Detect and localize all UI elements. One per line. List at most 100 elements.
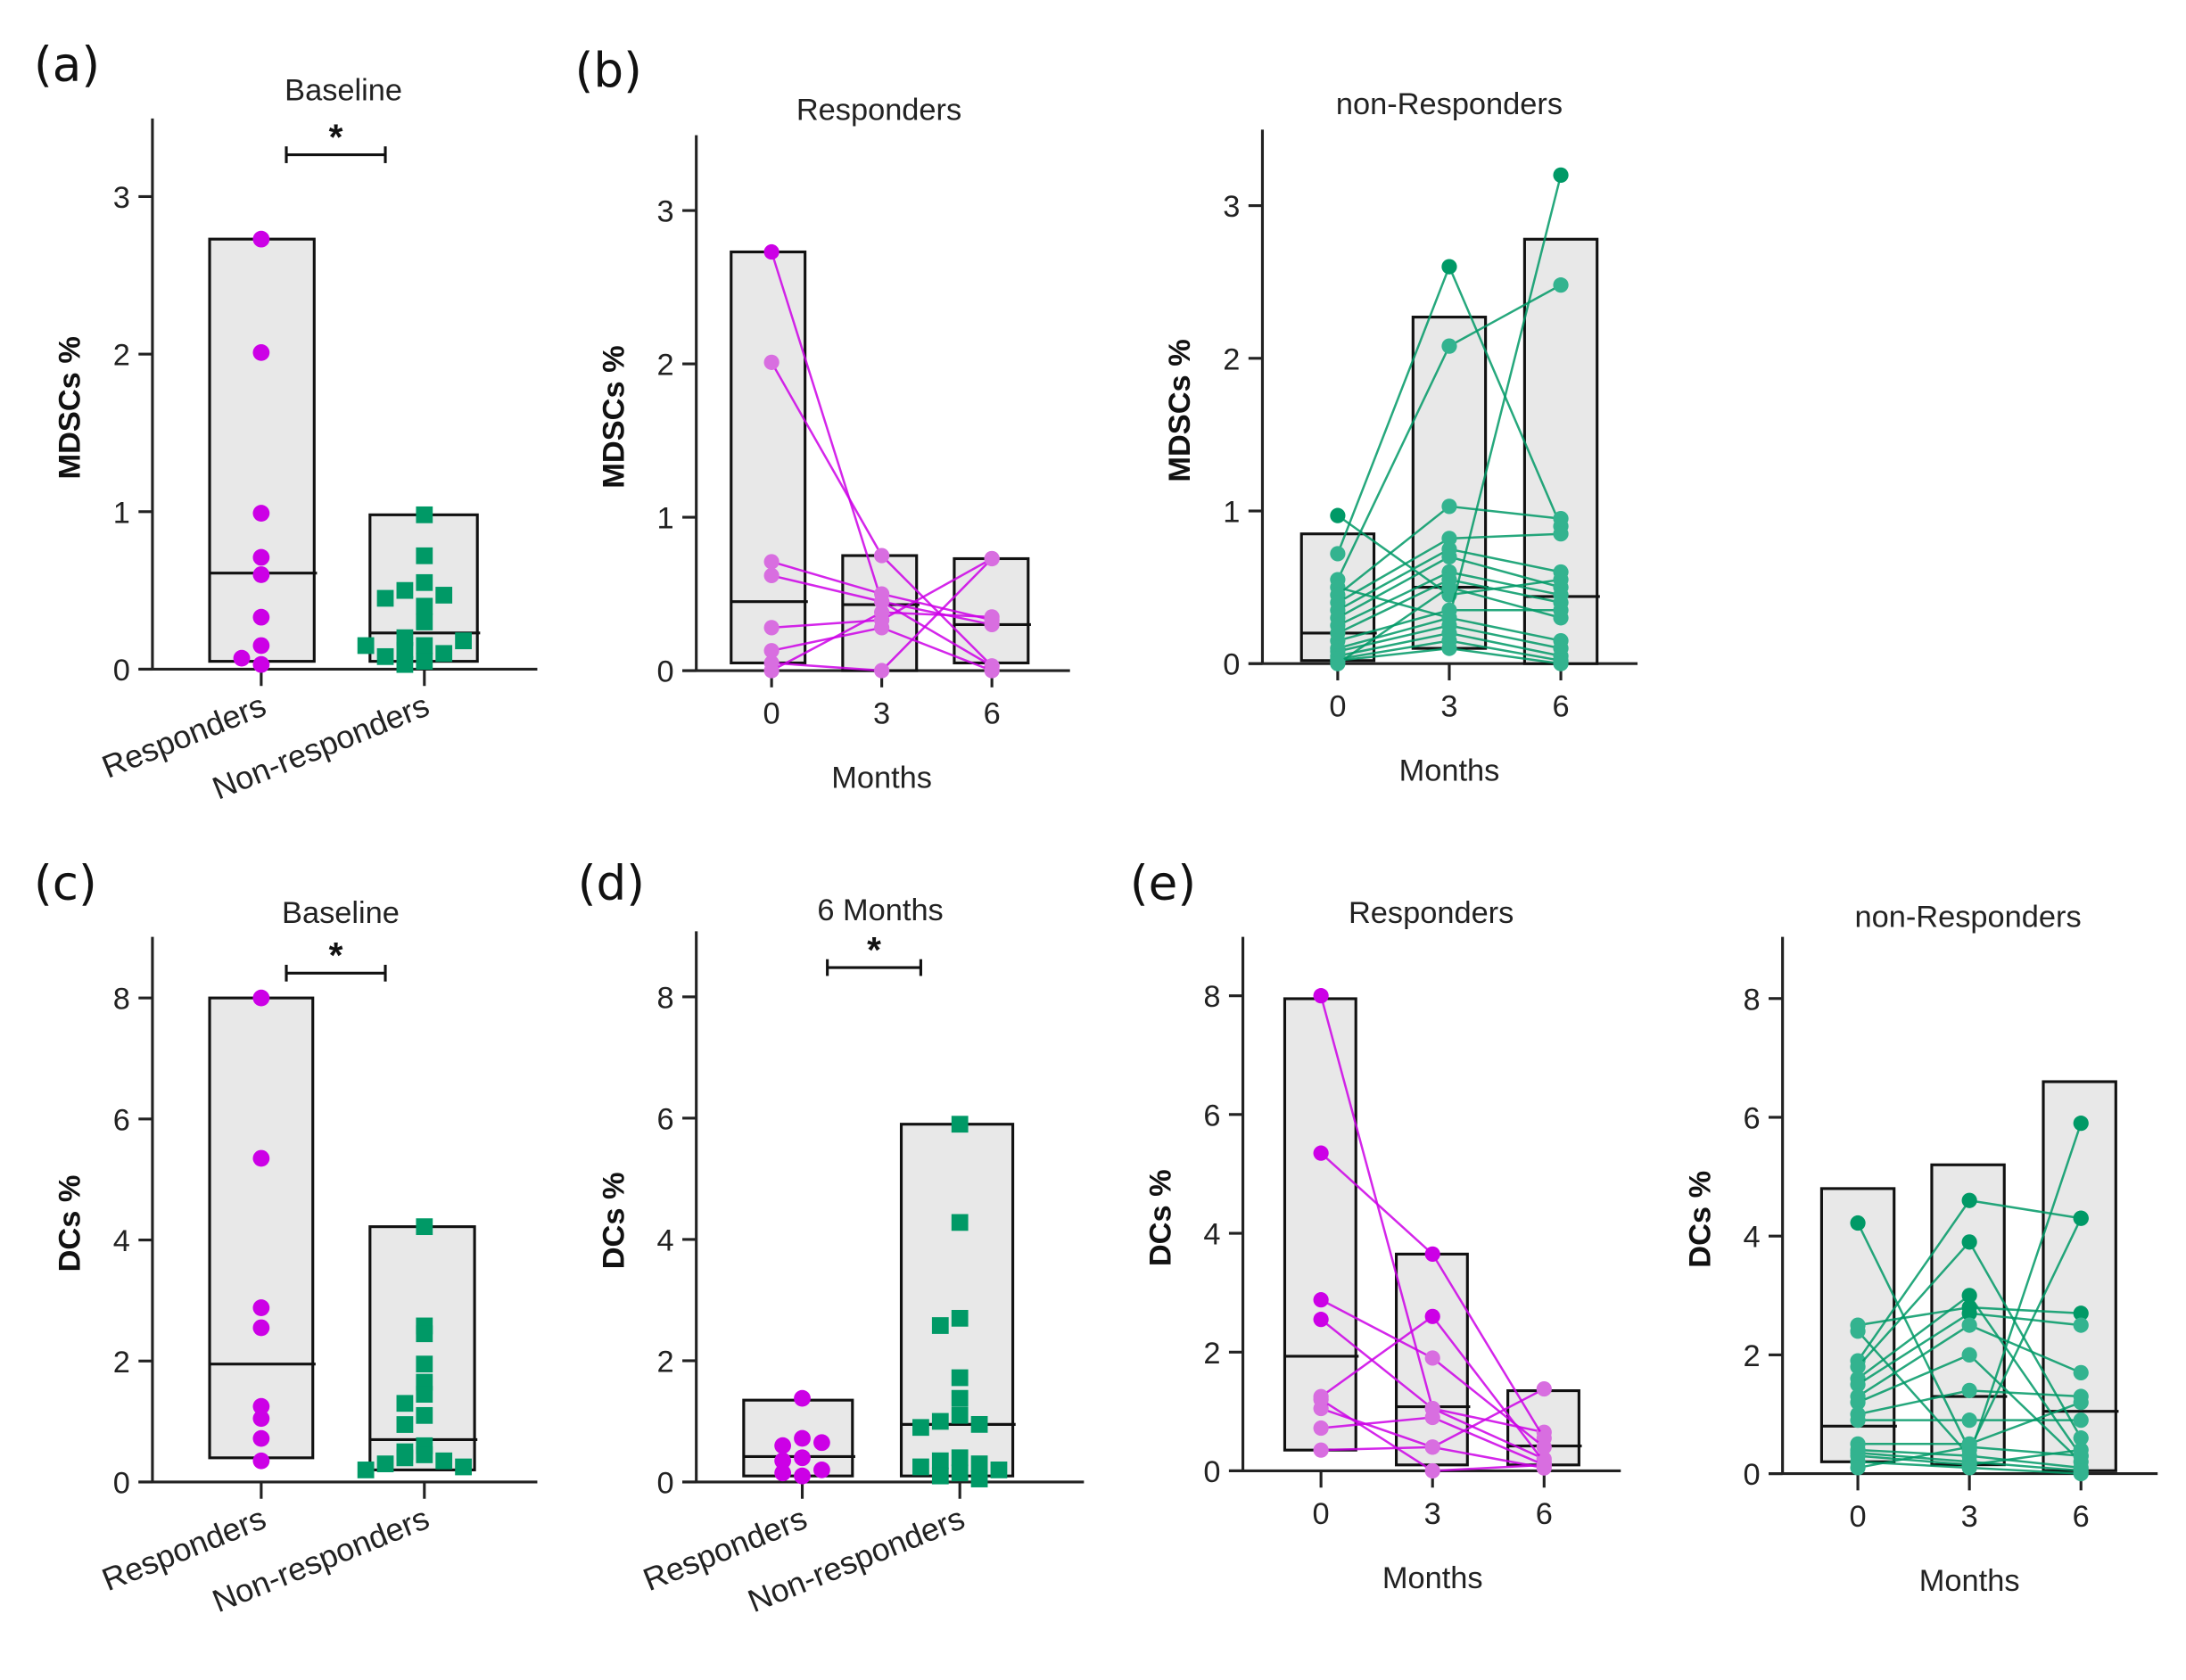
data-point [416, 653, 433, 671]
data-point [252, 343, 270, 361]
significance-star: * [867, 929, 881, 970]
data-point [396, 1416, 414, 1433]
data-point [1536, 1380, 1552, 1397]
x-tick-label: 6 [984, 696, 1001, 730]
data-point [1850, 1359, 1866, 1375]
data-point [1424, 1439, 1440, 1455]
data-point [416, 1446, 433, 1463]
y-tick-label: 0 [113, 654, 130, 688]
data-point [951, 1214, 969, 1231]
data-point [1536, 1439, 1552, 1455]
data-point [2073, 1305, 2089, 1322]
data-point [435, 645, 453, 663]
data-point [1961, 1412, 1977, 1429]
data-point [951, 1464, 969, 1482]
panel-label: (d) [578, 855, 645, 910]
panel-title: non-Responders [1855, 901, 2082, 935]
y-tick-label: 2 [1744, 1339, 1761, 1373]
data-point [774, 1464, 792, 1482]
panel-title: non-Responders [1336, 87, 1563, 121]
data-point [931, 1452, 949, 1470]
x-tick-label: 6 [1552, 690, 1569, 724]
data-point [774, 1452, 792, 1470]
data-point [416, 637, 433, 655]
data-point [376, 589, 394, 607]
data-point [763, 643, 780, 659]
data-point [396, 581, 414, 599]
data-point [2073, 1395, 2089, 1411]
x-tick-label: 0 [763, 696, 780, 730]
y-tick-label: 2 [113, 1346, 130, 1379]
panel-label: (c) [34, 855, 97, 910]
data-point [813, 1462, 830, 1478]
panel-label: (e) [1130, 855, 1196, 910]
data-point [951, 1406, 969, 1424]
data-point [455, 1458, 472, 1476]
y-tick-label: 8 [113, 983, 130, 1017]
y-tick-label: 0 [1223, 648, 1240, 682]
data-point [1313, 1442, 1329, 1458]
range-box [208, 996, 315, 1460]
data-point [1850, 1215, 1866, 1231]
data-point [1961, 1439, 1977, 1455]
data-point [1313, 1312, 1329, 1328]
panel-label: (a) [34, 37, 100, 93]
data-point [984, 609, 1000, 625]
data-point [455, 632, 472, 650]
y-tick-label: 3 [1223, 190, 1240, 224]
data-point [874, 594, 890, 610]
x-tick-label: 0 [1313, 1497, 1330, 1531]
data-point [931, 1412, 949, 1430]
panel-b1: (b) Responders 0 1 2 3 MDSCs % 0 3 6 Months [575, 43, 1070, 795]
panel-b2: non-Responders 0 1 2 3 MDSCs % 0 3 6 Months [1163, 87, 1638, 788]
data-point [1553, 526, 1569, 542]
data-point [1553, 564, 1569, 581]
y-tick-label: 6 [1744, 1101, 1761, 1135]
y-tick-label: 4 [657, 1223, 674, 1257]
data-point [763, 567, 780, 584]
y-tick-label: 4 [1744, 1221, 1761, 1255]
data-point [1441, 338, 1457, 354]
y-tick-label: 3 [113, 181, 130, 215]
y-tick-label: 3 [657, 195, 674, 229]
data-point [416, 614, 433, 630]
data-point [1850, 1323, 1866, 1339]
range-box [208, 237, 316, 663]
data-point [931, 1467, 949, 1485]
data-point [970, 1455, 988, 1472]
y-tick-label: 1 [113, 496, 130, 530]
data-point [1961, 1305, 1977, 1322]
data-point [1330, 507, 1346, 523]
data-point [252, 505, 270, 522]
data-point [1441, 259, 1457, 275]
data-point [951, 1309, 969, 1327]
data-point [912, 1419, 929, 1437]
data-point [416, 1325, 433, 1343]
data-point [1553, 610, 1569, 626]
y-tick-label: 0 [657, 655, 674, 689]
data-point [2073, 1210, 2089, 1226]
data-point [874, 663, 890, 679]
x-tick-label: 3 [1440, 690, 1457, 724]
data-point [252, 548, 270, 566]
data-point [763, 554, 780, 570]
x-axis-label: Months [831, 761, 932, 795]
significance-star: * [329, 935, 343, 976]
data-point [252, 230, 270, 248]
data-point [416, 1406, 433, 1424]
data-point [396, 629, 414, 646]
data-point [951, 1389, 969, 1407]
range-box [1283, 997, 1357, 1452]
x-tick-label: 6 [2073, 1500, 2090, 1534]
data-point [1424, 1409, 1440, 1426]
panel-title: Responders [796, 93, 961, 127]
data-point [435, 587, 453, 604]
data-point [357, 637, 375, 655]
data-point [2073, 1317, 2089, 1333]
significance-star: * [329, 116, 343, 157]
data-point [252, 637, 270, 655]
data-point [794, 1389, 811, 1407]
panel-e2: non-Responders 0 2 4 6 8 DCs % 0 3 6 Months [1683, 901, 2158, 1598]
data-point [1424, 1246, 1440, 1262]
